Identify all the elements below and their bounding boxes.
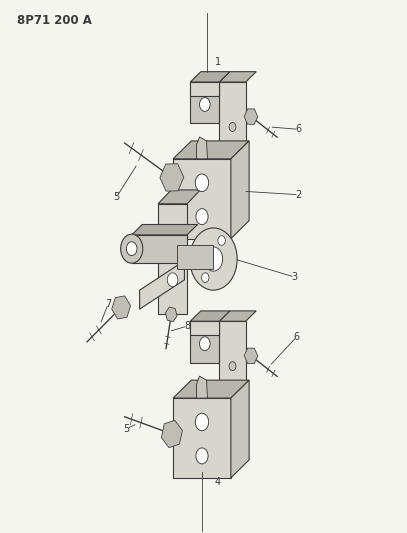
Text: 7: 7 [105,298,111,309]
Circle shape [218,236,225,245]
Polygon shape [190,82,219,96]
Circle shape [201,273,209,282]
Circle shape [199,337,210,351]
Polygon shape [197,376,208,398]
Circle shape [229,362,236,370]
Polygon shape [173,398,231,478]
Circle shape [190,228,237,290]
Polygon shape [190,71,230,82]
Polygon shape [160,164,184,191]
Polygon shape [161,421,182,448]
Text: 1: 1 [214,57,221,67]
Polygon shape [219,311,256,321]
Polygon shape [190,82,219,124]
Polygon shape [190,321,219,335]
Circle shape [195,413,209,431]
Circle shape [196,448,208,464]
Text: 3: 3 [292,272,298,282]
Polygon shape [112,296,131,319]
Text: 6: 6 [294,332,300,342]
Polygon shape [173,159,231,239]
Polygon shape [219,82,246,144]
Polygon shape [244,348,258,364]
Polygon shape [132,224,198,235]
Polygon shape [173,380,249,398]
Polygon shape [244,109,258,124]
Polygon shape [219,321,246,383]
Circle shape [120,234,143,263]
Polygon shape [177,245,213,269]
Text: 8: 8 [184,321,190,331]
Circle shape [127,242,137,256]
Circle shape [195,174,209,191]
Polygon shape [190,321,219,363]
Polygon shape [132,235,187,263]
Polygon shape [158,204,187,314]
Polygon shape [231,380,249,478]
Circle shape [167,273,178,287]
Polygon shape [140,261,184,309]
Polygon shape [197,137,208,159]
Text: 6: 6 [296,124,302,134]
Polygon shape [173,141,249,159]
Circle shape [196,209,208,224]
Polygon shape [190,311,230,321]
Text: 5: 5 [113,192,119,203]
Polygon shape [219,71,256,82]
Text: 8P71 200 A: 8P71 200 A [17,14,92,27]
Text: 5: 5 [123,424,129,434]
Polygon shape [158,190,200,204]
Polygon shape [166,307,177,322]
Text: 2: 2 [296,190,302,200]
Circle shape [199,98,210,111]
Text: 4: 4 [214,477,221,487]
Polygon shape [231,141,249,239]
Circle shape [229,123,236,132]
Circle shape [204,247,223,271]
